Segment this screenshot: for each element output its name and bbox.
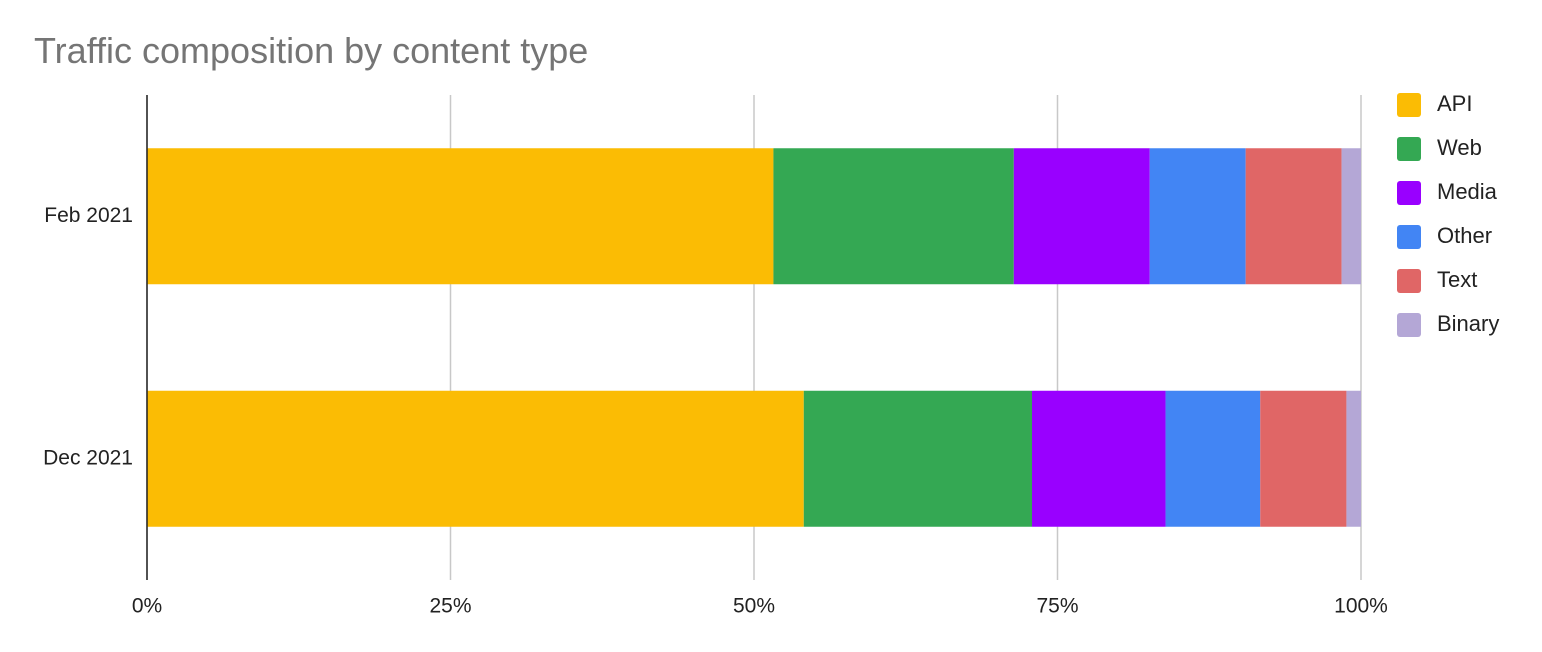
bar-segment bbox=[1013, 148, 1150, 285]
x-tick-label: 100% bbox=[1334, 595, 1388, 618]
y-tick-label: Dec 2021 bbox=[43, 446, 133, 469]
legend-swatch bbox=[1397, 313, 1421, 337]
x-tick-label: 75% bbox=[1036, 595, 1078, 618]
legend-swatch bbox=[1397, 93, 1421, 117]
bar-segment bbox=[1149, 148, 1246, 285]
legend-label: Binary bbox=[1437, 311, 1499, 336]
legend-label: Other bbox=[1437, 223, 1492, 248]
bar-segment bbox=[1260, 390, 1347, 527]
legend-label: Text bbox=[1437, 267, 1477, 292]
bar-segment bbox=[1032, 390, 1166, 527]
bar-segment bbox=[147, 390, 804, 527]
legend-swatch bbox=[1397, 225, 1421, 249]
chart-title: Traffic composition by content type bbox=[34, 30, 588, 71]
bar-segment bbox=[1165, 390, 1261, 527]
bar-segment bbox=[773, 148, 1014, 285]
x-tick-label: 0% bbox=[132, 595, 162, 618]
legend-label: API bbox=[1437, 91, 1472, 116]
bar-segment bbox=[1346, 390, 1361, 527]
bar-segment bbox=[1245, 148, 1342, 285]
bar-segment bbox=[1341, 148, 1361, 285]
legend-swatch bbox=[1397, 269, 1421, 293]
legend-label: Media bbox=[1437, 179, 1498, 204]
legend-swatch bbox=[1397, 137, 1421, 161]
bar-segment bbox=[147, 148, 774, 285]
x-tick-label: 25% bbox=[429, 595, 471, 618]
bar-segment bbox=[803, 390, 1033, 527]
x-tick-label: 50% bbox=[733, 595, 775, 618]
y-tick-label: Feb 2021 bbox=[44, 204, 133, 227]
legend-label: Web bbox=[1437, 135, 1482, 160]
legend-swatch bbox=[1397, 181, 1421, 205]
